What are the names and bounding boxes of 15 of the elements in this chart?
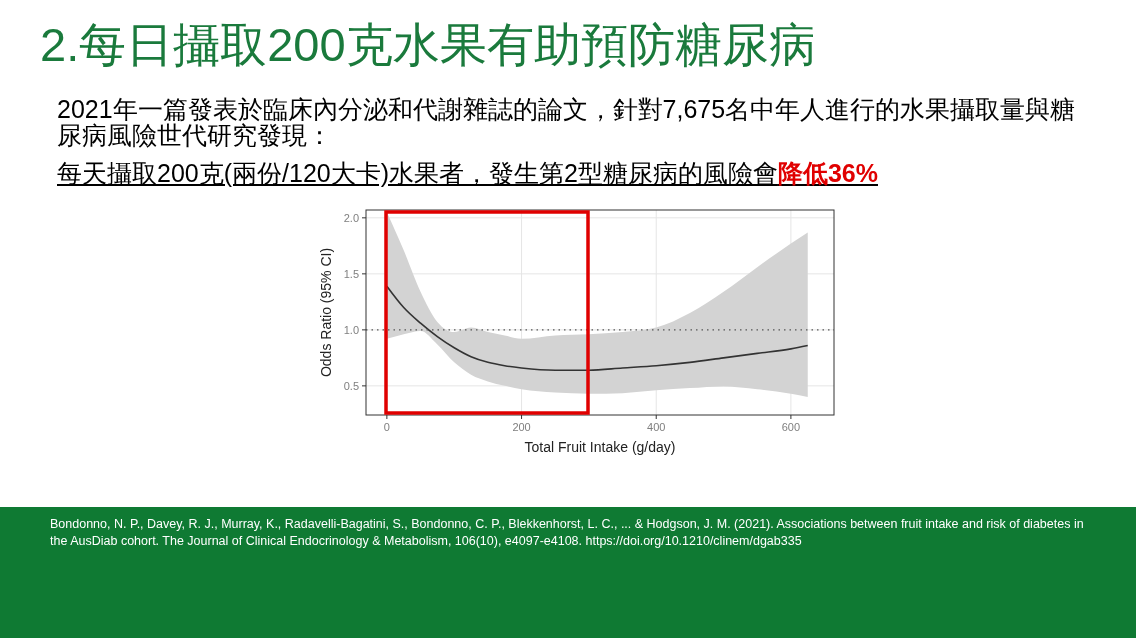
x-tick-label: 600: [781, 421, 801, 433]
text: 2021年一篇發表於臨床內分泌和代謝雜誌的論文，針對7,675名中年人進行的水果攝取量與糖尿病風險世代研究發現：: [57, 95, 1077, 149]
y-tick-label: 1.5: [343, 267, 359, 280]
chart-title: 2.每日攝取200克水果有助預防糖尿病: [40, 17, 816, 73]
y-tick-label: 2.0: [343, 211, 359, 224]
x-tick-label: 400: [647, 421, 666, 433]
x-axis-title: Total Fruit Intake (g/day): [524, 439, 676, 455]
x-tick-label: 200: [512, 421, 531, 433]
y-axis-title: Odds Ratio (95% CI): [318, 247, 334, 378]
text: 降低36%: [777, 159, 878, 187]
x-tick-label: 0: [383, 421, 390, 433]
y-tick-label: 1.0: [343, 323, 359, 336]
line-series: [386, 285, 809, 371]
y-tick-label: 0.5: [343, 379, 359, 392]
text: Bondonno, N. P., Davey, R. J., Murray, K., Radavelli-Bagatini, S., Bondonno, C. P., Blekkenhorst, L. C., ... & Hodgson, J. M. (2021). Associations between fruit intake and risk of diabetes in the AusDiab cohort. The Journal of Clinical Endocrinology & Metabolism, 106(10), e4097-e4108. https://doi.org/10.1210/clinem/dgab335: [50, 516, 1085, 550]
